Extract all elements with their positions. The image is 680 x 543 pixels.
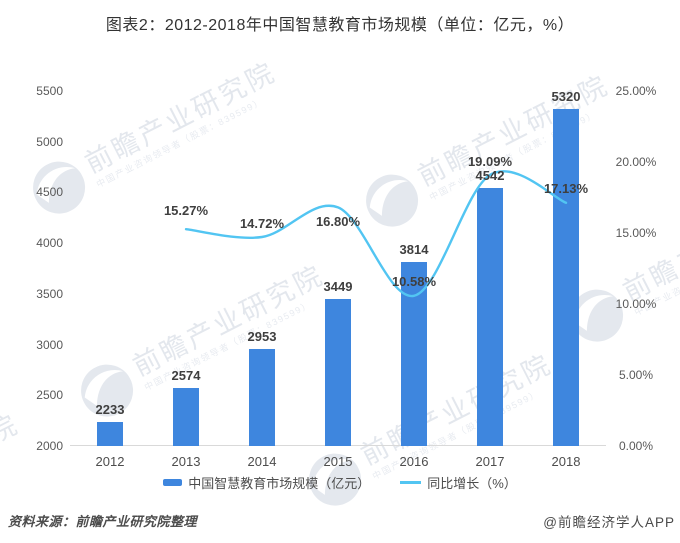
legend-item-market-size: 中国智慧教育市场规模（亿元） bbox=[163, 473, 370, 492]
x-axis-label: 2015 bbox=[323, 454, 353, 469]
y-axis-tick-right: 0.00% bbox=[618, 439, 654, 453]
bar bbox=[477, 188, 503, 446]
bar-series-swatch-icon bbox=[163, 479, 183, 486]
legend-label-growth: 同比增长（%） bbox=[427, 476, 517, 491]
chart-title: 图表2：2012-2018年中国智慧教育市场规模（单位：亿元，%） bbox=[105, 17, 575, 34]
x-axis-label: 2017 bbox=[475, 454, 505, 469]
bar bbox=[325, 299, 351, 446]
y-axis-tick-right: 10.00% bbox=[615, 297, 657, 311]
y-axis-tick-left: 2500 bbox=[36, 388, 63, 403]
brand-credit: @前瞻经济学人APP bbox=[543, 515, 675, 530]
x-axis-label: 2012 bbox=[95, 454, 125, 469]
y-axis-tick-right: 20.00% bbox=[615, 155, 657, 169]
y-axis-tick-left: 4500 bbox=[36, 185, 63, 200]
y-axis-tick-left: 3500 bbox=[36, 286, 63, 301]
line-series-swatch-icon bbox=[400, 481, 422, 484]
x-axis-label: 2013 bbox=[171, 454, 201, 469]
y-axis-tick-right: 15.00% bbox=[615, 226, 657, 240]
y-axis-tick-right: 25.00% bbox=[615, 84, 657, 98]
data-source-note: 资料来源：前瞻产业研究院整理 bbox=[8, 514, 198, 529]
y-axis-tick-left: 4000 bbox=[36, 236, 63, 251]
bar bbox=[401, 262, 427, 446]
y-axis-tick-left: 3000 bbox=[36, 337, 63, 352]
y-axis-tick-left: 5000 bbox=[36, 134, 63, 149]
bar bbox=[249, 349, 275, 446]
bar bbox=[553, 109, 579, 446]
bar bbox=[173, 387, 199, 446]
legend-label-market-size: 中国智慧教育市场规模（亿元） bbox=[188, 476, 371, 491]
bar bbox=[97, 422, 123, 446]
x-axis-label: 2018 bbox=[551, 454, 581, 469]
legend: 中国智慧教育市场规模（亿元） 同比增长（%） bbox=[0, 473, 680, 492]
legend-item-growth: 同比增长（%） bbox=[400, 473, 517, 492]
x-axis-label: 2016 bbox=[399, 454, 429, 469]
y-axis-tick-left: 2000 bbox=[36, 439, 63, 453]
x-axis-label: 2014 bbox=[247, 454, 277, 469]
y-axis-tick-right: 5.00% bbox=[618, 368, 654, 382]
y-axis-tick-left: 5500 bbox=[36, 84, 63, 98]
